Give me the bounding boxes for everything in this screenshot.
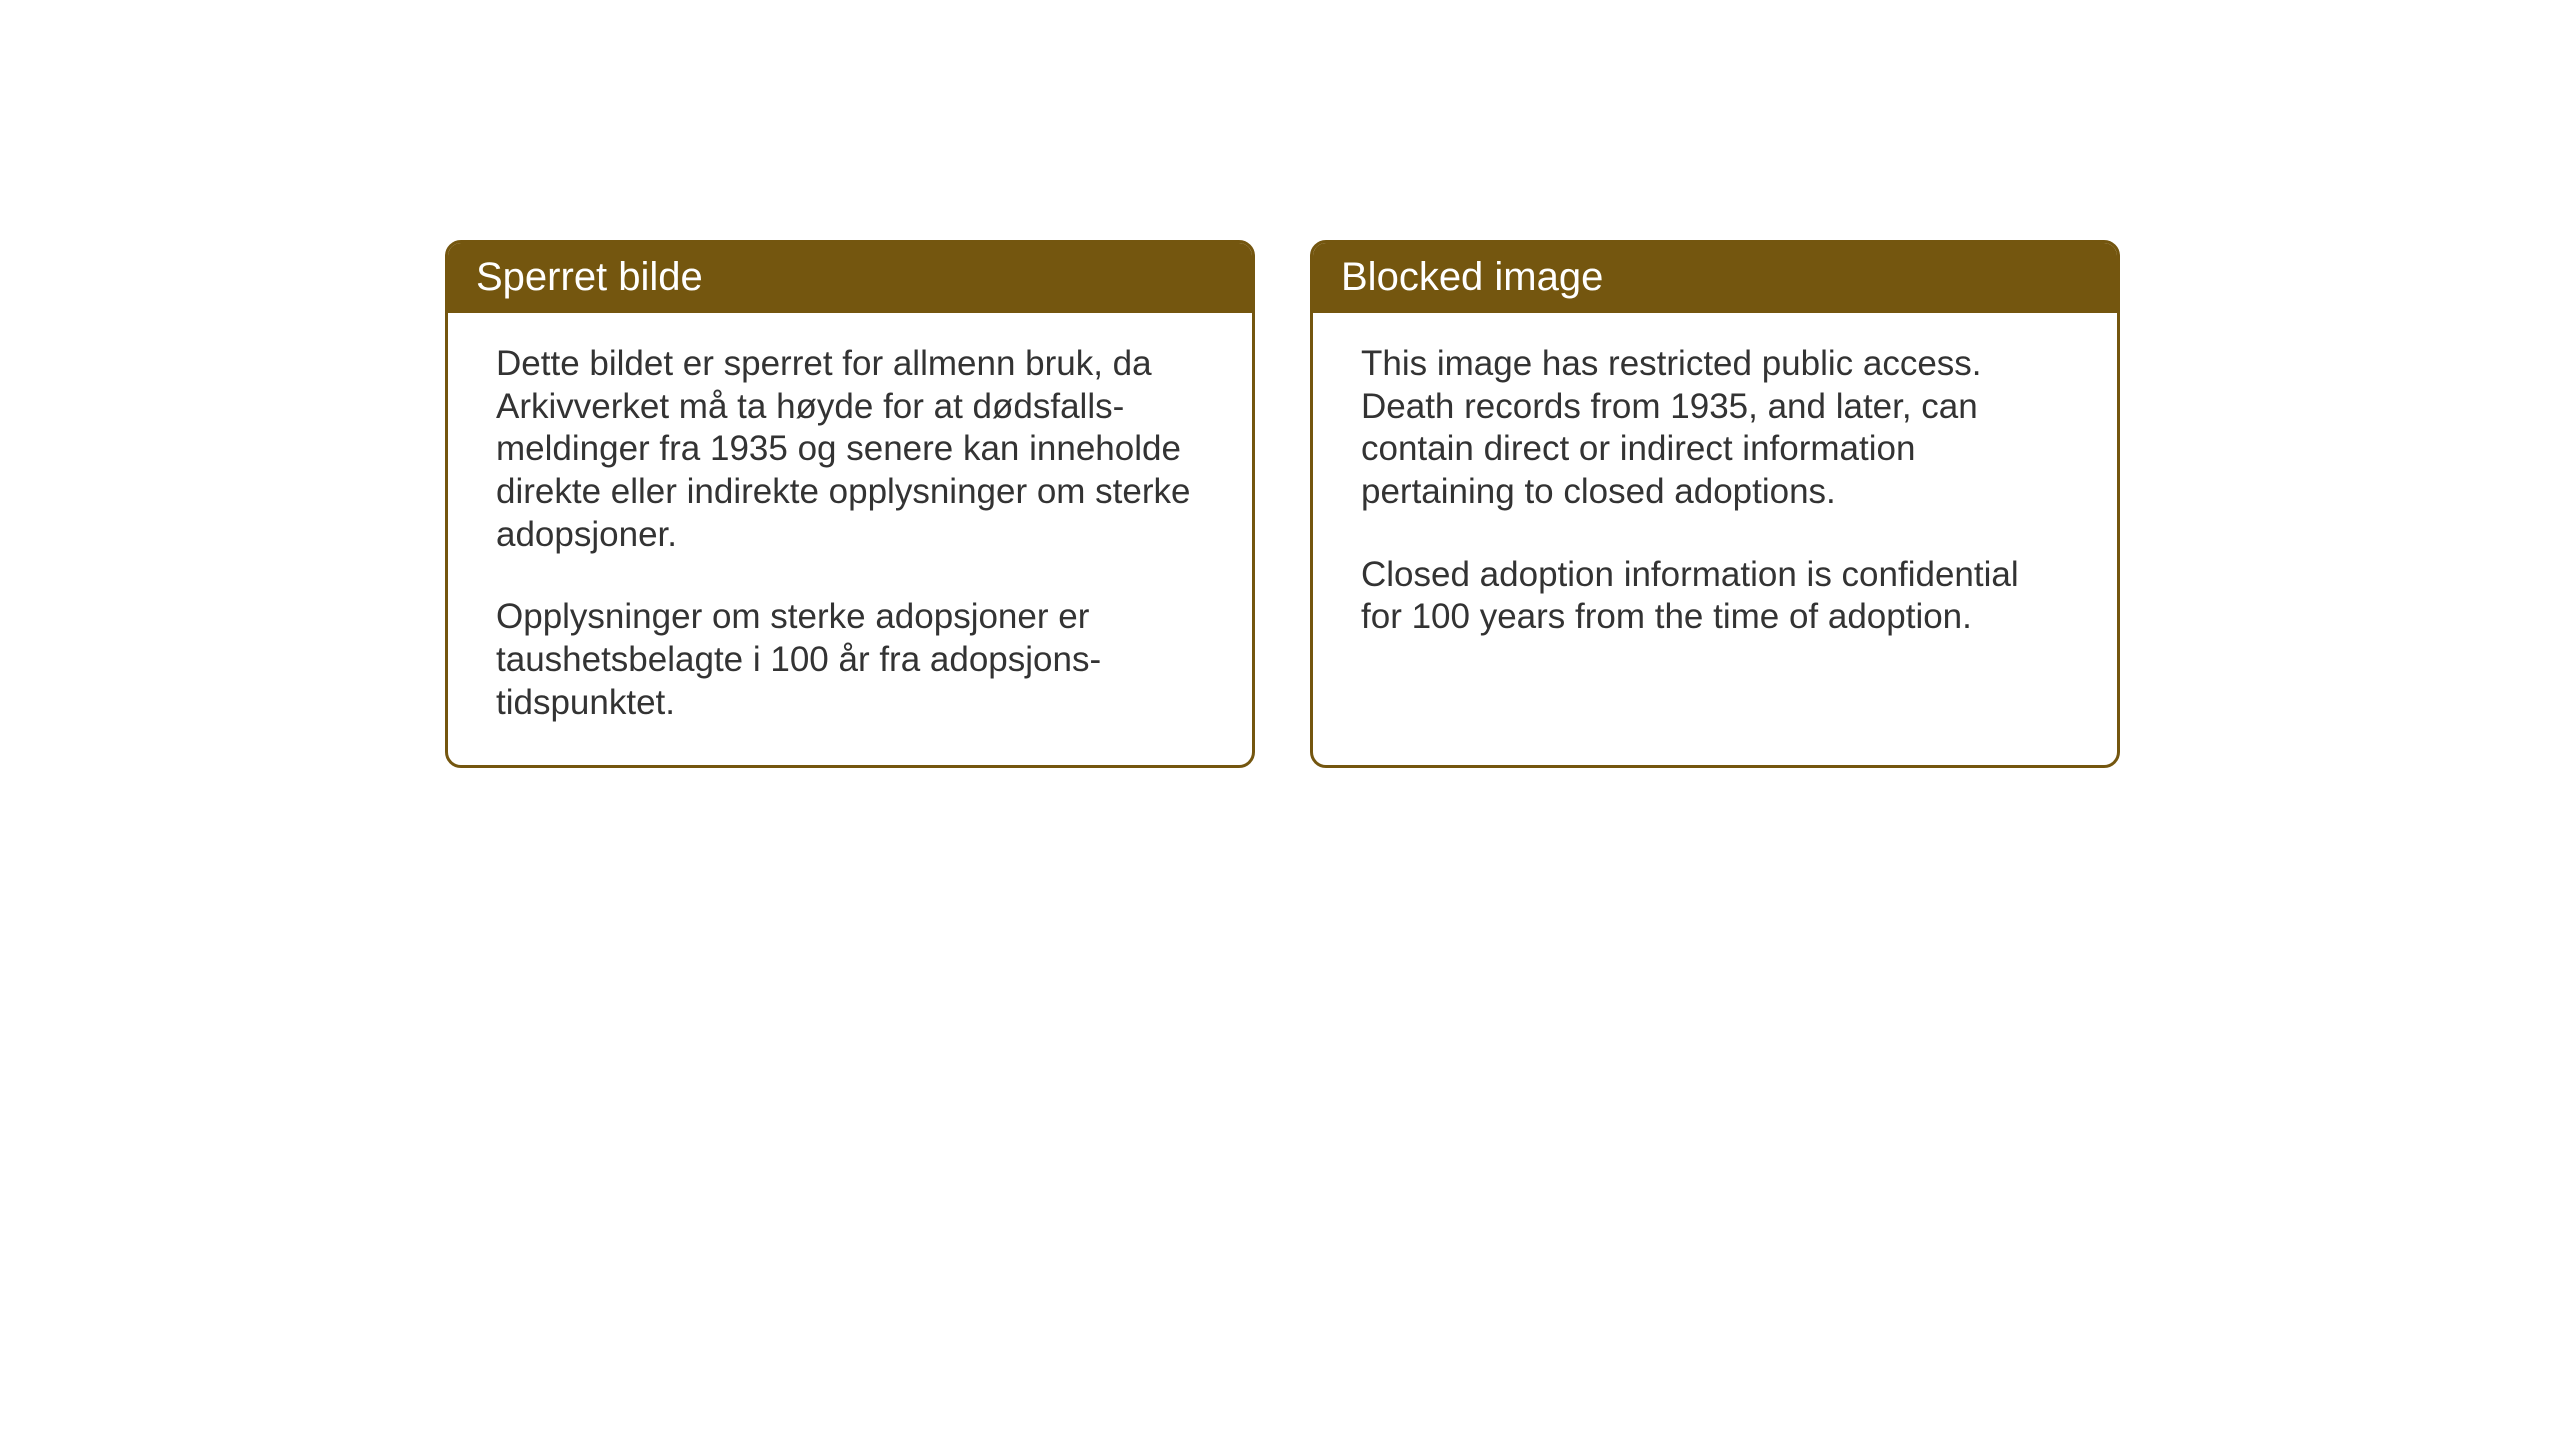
card-paragraph-1-english: This image has restricted public access.…	[1361, 343, 2069, 514]
notice-container: Sperret bilde Dette bildet er sperret fo…	[445, 240, 2120, 768]
notice-card-english: Blocked image This image has restricted …	[1310, 240, 2120, 768]
notice-card-norwegian: Sperret bilde Dette bildet er sperret fo…	[445, 240, 1255, 768]
card-title-english: Blocked image	[1341, 255, 1603, 299]
card-body-english: This image has restricted public access.…	[1313, 313, 2117, 749]
card-header-norwegian: Sperret bilde	[448, 243, 1252, 313]
card-paragraph-1-norwegian: Dette bildet er sperret for allmenn bruk…	[496, 343, 1204, 556]
card-title-norwegian: Sperret bilde	[476, 255, 703, 299]
card-body-norwegian: Dette bildet er sperret for allmenn bruk…	[448, 313, 1252, 765]
card-paragraph-2-english: Closed adoption information is confident…	[1361, 554, 2069, 639]
card-header-english: Blocked image	[1313, 243, 2117, 313]
card-paragraph-2-norwegian: Opplysninger om sterke adopsjoner er tau…	[496, 596, 1204, 724]
